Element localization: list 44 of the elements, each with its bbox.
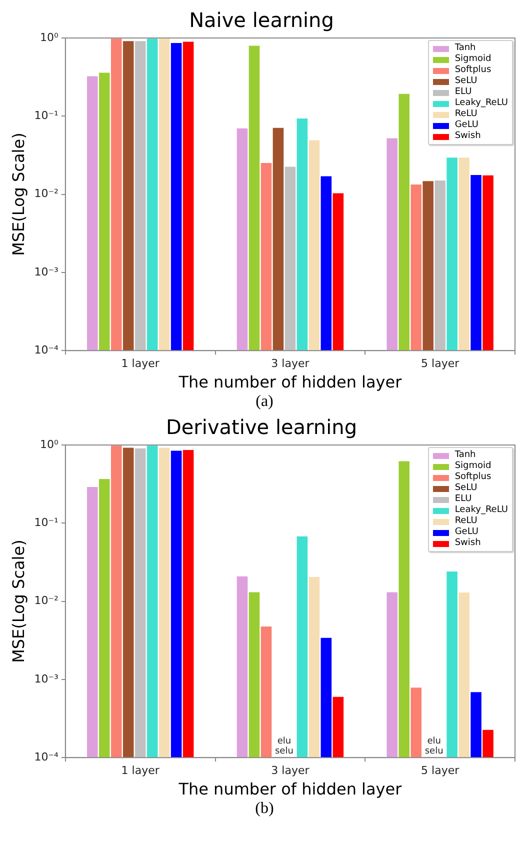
y-tick-label: 10⁻³ [34, 672, 58, 686]
legend-label: SeLU [454, 483, 478, 494]
legend-label: Leaky_ReLU [454, 505, 508, 516]
y-tick-label: 10⁻³ [34, 265, 58, 278]
legend-label: Leaky_ReLU [454, 98, 508, 109]
legend-label: ReLU [454, 516, 478, 527]
x-axis-title: The number of hidden layer [178, 372, 402, 392]
legend-label: SeLU [454, 76, 478, 87]
y-tick-label: 10⁰ [40, 438, 59, 451]
annotation: elu selu [424, 736, 444, 756]
annotation: elu selu [274, 736, 294, 756]
y-axis-title: MSE(Log Scale) [8, 132, 28, 256]
x-tick-label: 1 layer [121, 357, 160, 370]
x-tick-label: 1 layer [121, 764, 160, 778]
legend-label: Sigmoid [454, 461, 492, 472]
y-axis-title: MSE(Log Scale) [8, 540, 28, 663]
legend-label: ELU [454, 494, 472, 505]
text: (b) [254, 800, 275, 819]
legend-label: Swish [454, 131, 481, 142]
y-tick-label: 10⁻¹ [34, 109, 58, 122]
text: (a) [254, 393, 274, 412]
y-tick-label: 10⁻⁴ [34, 750, 59, 764]
x-tick-label: 3 layer [271, 764, 310, 778]
y-tick-label: 10⁻¹ [34, 516, 58, 530]
y-tick-label: 10⁻² [34, 594, 58, 608]
legend-label: ELU [454, 87, 472, 98]
legend-label: Tanh [454, 450, 476, 461]
legend-label: Swish [454, 538, 481, 549]
x-tick-label: 3 layer [271, 357, 310, 370]
legend-label: Softplus [454, 65, 492, 76]
x-tick-label: 5 layer [421, 764, 460, 778]
y-tick-label: 10⁻⁴ [34, 343, 59, 356]
legend-label: GeLU [454, 527, 478, 538]
chart-title: Derivative learning [166, 415, 358, 440]
y-tick-label: 10⁻² [34, 187, 58, 200]
legend-label: Sigmoid [454, 54, 492, 65]
x-tick-label: 5 layer [421, 357, 460, 370]
legend-label: ReLU [454, 109, 478, 120]
y-tick-label: 10⁰ [40, 30, 59, 44]
chart-title: Naive learning [189, 8, 334, 32]
legend-label: Softplus [454, 472, 492, 483]
x-axis-title: The number of hidden layer [178, 780, 402, 799]
legend-label: Tanh [454, 43, 476, 54]
legend-label: GeLU [454, 120, 478, 131]
